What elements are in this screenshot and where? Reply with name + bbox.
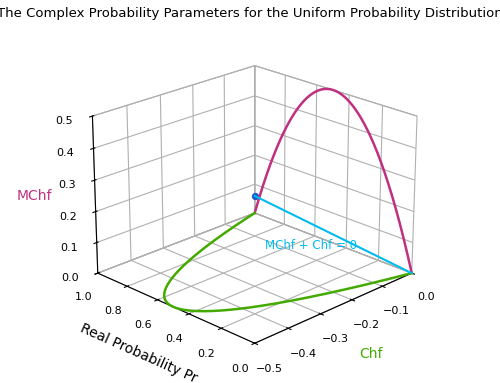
X-axis label: Chf: Chf: [359, 347, 382, 361]
Title: The Complex Probability Parameters for the Uniform Probability Distribution: The Complex Probability Parameters for t…: [0, 7, 500, 20]
Y-axis label: Real Probability Pr: Real Probability Pr: [78, 322, 199, 383]
